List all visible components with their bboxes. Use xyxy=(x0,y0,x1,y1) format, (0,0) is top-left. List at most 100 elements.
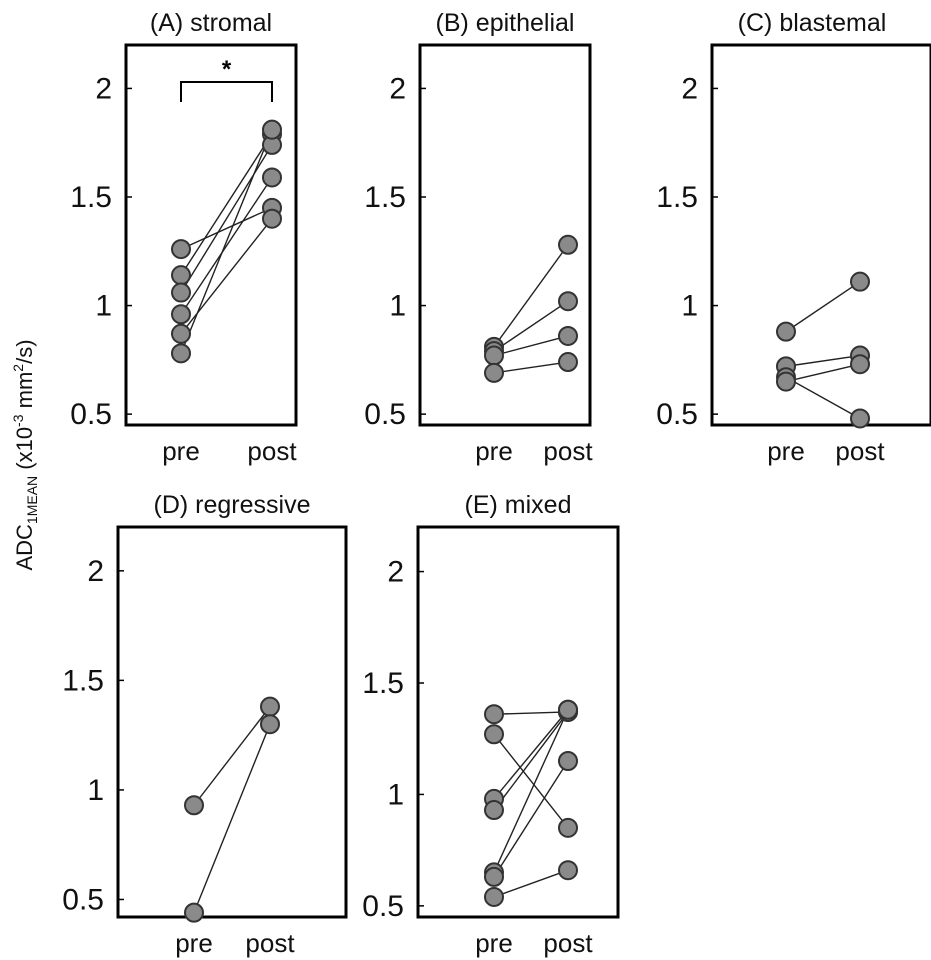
x-tick-label-post: post xyxy=(245,928,295,958)
y-axis-label-unit-mid: mm xyxy=(12,372,37,415)
pair-line-5 xyxy=(493,709,569,873)
plot-frame xyxy=(418,43,592,427)
point-pre-2 xyxy=(171,265,191,286)
y-axis-label-sup-1: -3 xyxy=(10,414,26,427)
x-tick-label-post: post xyxy=(835,436,885,466)
pair-line-1 xyxy=(193,706,271,806)
point-post-3 xyxy=(850,408,870,429)
pair-line-5 xyxy=(180,218,273,335)
y-tick-label: 2 xyxy=(387,556,404,589)
point-post-6 xyxy=(262,119,282,140)
point-pre-5 xyxy=(171,323,191,344)
point-pre-6 xyxy=(171,343,191,364)
pair-line-2 xyxy=(493,733,569,829)
pair-line-6 xyxy=(180,129,273,354)
point-pre-4 xyxy=(484,800,504,821)
y-tick-label: 1.5 xyxy=(362,667,404,700)
x-tick-label-post: post xyxy=(543,436,593,466)
point-post-4 xyxy=(558,352,578,373)
y-tick-label: 1 xyxy=(87,774,104,807)
y-axis-label-unit-post: /s) xyxy=(12,339,37,363)
point-pre-1 xyxy=(184,795,204,816)
y-tick-label: 2 xyxy=(87,555,104,588)
pair-line-3 xyxy=(493,335,569,357)
point-pre-3 xyxy=(484,345,504,366)
point-pre-6 xyxy=(484,866,504,887)
y-tick-label: 2 xyxy=(95,72,112,105)
panel-title: (C) blastemal xyxy=(738,9,887,37)
y-tick-label: 1.5 xyxy=(364,181,406,214)
y-tick-label: 1 xyxy=(387,778,404,811)
pair-line-2 xyxy=(193,723,271,913)
y-tick-label: 1.5 xyxy=(62,664,104,697)
pair-line-1 xyxy=(180,207,273,250)
x-tick-label-pre: pre xyxy=(475,436,513,466)
x-tick-label-pre: pre xyxy=(162,436,200,466)
x-tick-label-pre: pre xyxy=(767,436,805,466)
point-pre-4 xyxy=(171,304,191,325)
point-post-5 xyxy=(558,699,578,720)
point-pre-4 xyxy=(484,362,504,383)
x-tick-label-pre: pre xyxy=(175,928,213,958)
point-post-4 xyxy=(262,167,282,188)
pair-line-4 xyxy=(493,361,569,374)
point-post-1 xyxy=(850,271,870,292)
pair-line-4 xyxy=(180,177,273,315)
point-post-1 xyxy=(558,234,578,255)
point-pre-3 xyxy=(171,282,191,303)
point-post-2 xyxy=(260,714,280,735)
pair-line-3 xyxy=(785,376,861,420)
plot-frame xyxy=(710,43,931,427)
point-post-6 xyxy=(558,751,578,771)
pair-line-4 xyxy=(785,363,861,383)
pair-line-2 xyxy=(180,133,273,276)
x-tick-label-post: post xyxy=(247,436,297,466)
y-tick-label: 1.5 xyxy=(70,181,112,214)
significance-marker: * xyxy=(222,56,232,83)
panel-2: (B) epithelial 2 1.5 1 0.5 pre post xyxy=(364,9,593,466)
panel-title: (A) stromal xyxy=(150,9,272,37)
point-post-7 xyxy=(558,860,578,881)
y-axis-label-main: ADC xyxy=(12,524,37,571)
plot-frame xyxy=(116,525,348,919)
panel-3: (C) blastemal 2 1.5 1 0.5 pre post xyxy=(656,9,931,466)
point-post-4 xyxy=(850,354,870,375)
point-pre-1 xyxy=(776,321,796,342)
panel-title: (D) regressive xyxy=(154,491,311,519)
point-pre-2 xyxy=(484,724,504,745)
plot-frame xyxy=(416,525,620,919)
point-post-1 xyxy=(260,696,280,717)
pair-line-6 xyxy=(493,760,569,878)
point-post-5 xyxy=(262,208,282,229)
y-tick-label: 1 xyxy=(681,290,698,323)
y-axis-label-unit-pre: (x10 xyxy=(12,427,37,476)
y-tick-label: 0.5 xyxy=(656,398,698,431)
panel-5: (E) mixed 2 1.5 1 0.5 pre post xyxy=(362,491,620,958)
pair-line-1 xyxy=(785,281,861,333)
pair-line-7 xyxy=(493,869,569,898)
point-pre-1 xyxy=(171,239,191,260)
panel-4: (D) regressive 2 1.5 1 0.5 pre post xyxy=(62,491,348,958)
pair-line-2 xyxy=(493,300,569,352)
pair-line-2 xyxy=(785,354,861,368)
y-tick-label: 0.5 xyxy=(364,398,406,431)
pair-line-1 xyxy=(493,244,569,348)
pair-line-4 xyxy=(493,711,569,811)
panel-title: (E) mixed xyxy=(465,491,572,519)
point-post-2 xyxy=(558,817,578,838)
y-tick-label: 0.5 xyxy=(362,890,404,923)
y-axis-label-sup-2: 2 xyxy=(10,364,26,372)
point-pre-4 xyxy=(776,371,796,392)
plot-frame xyxy=(124,43,298,427)
y-tick-label: 1.5 xyxy=(656,181,698,214)
y-tick-label: 1 xyxy=(389,290,406,323)
point-post-3 xyxy=(558,325,578,346)
y-axis-label: ADC1MEAN (x10-3 mm2/s) xyxy=(10,339,40,570)
panel-1: (A) stromal 2 1.5 1 0.5 pre post * xyxy=(70,9,298,466)
pair-line-3 xyxy=(493,709,569,800)
y-tick-label: 2 xyxy=(389,72,406,105)
y-tick-label: 1 xyxy=(95,290,112,323)
point-pre-2 xyxy=(184,902,204,923)
